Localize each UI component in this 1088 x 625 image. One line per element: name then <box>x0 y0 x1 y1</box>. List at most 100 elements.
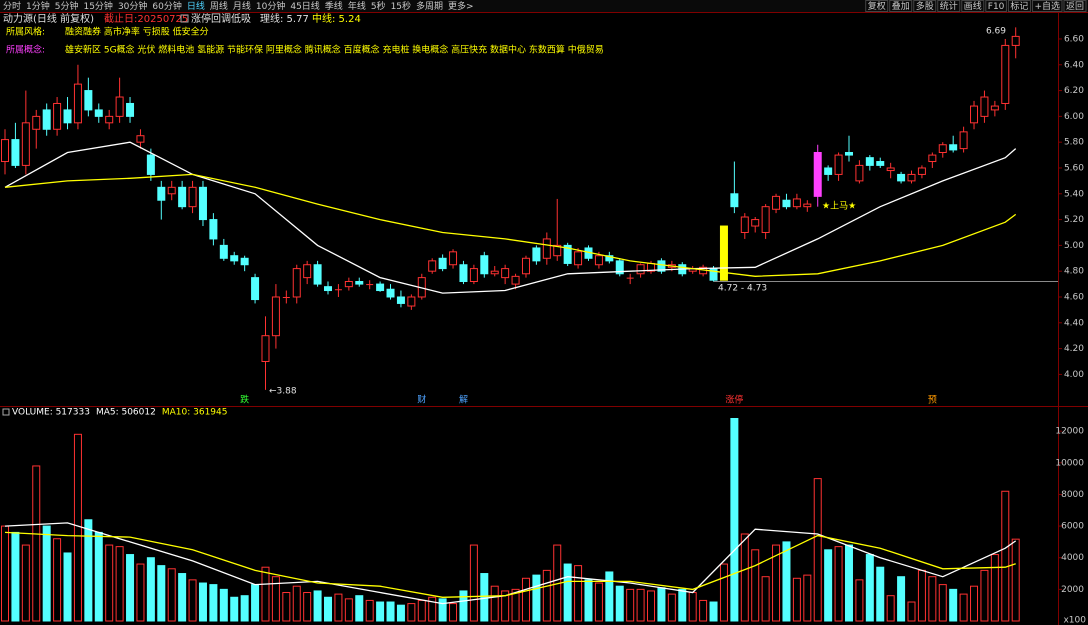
button-frame[interactable] <box>1063 0 1087 12</box>
button-frame[interactable] <box>913 0 937 12</box>
period-tab[interactable]: 5秒 <box>371 0 386 12</box>
volume-bar <box>324 596 333 622</box>
candle-body <box>949 144 958 151</box>
volume-bar <box>386 601 395 622</box>
button-frame[interactable] <box>985 0 1007 12</box>
event-marker: 解 <box>459 394 468 406</box>
period-tab[interactable]: 5分钟 <box>55 0 79 12</box>
candle-body <box>574 251 583 266</box>
candle-body <box>105 115 114 124</box>
toolbar-button[interactable]: 叠加 <box>892 1 910 12</box>
period-tab[interactable]: 15秒 <box>391 0 411 12</box>
volume-bar <box>761 576 770 622</box>
event-marker: 涨停 <box>725 394 743 406</box>
toolbar-button[interactable]: 统计 <box>940 0 958 12</box>
candle-body <box>53 102 62 130</box>
candle-body <box>803 203 812 208</box>
y-tick-label: 6.40 <box>1064 60 1084 70</box>
period-tab[interactable]: 45日线 <box>290 0 319 12</box>
candle-body <box>386 288 395 298</box>
toolbar-bar <box>0 0 1088 12</box>
button-frame[interactable] <box>889 0 913 12</box>
candle-body <box>970 105 979 124</box>
volume-bar <box>188 579 197 622</box>
style-items: 融资融券 高市净率 亏损股 低安全分 <box>65 26 209 38</box>
candle-body <box>334 289 342 291</box>
period-tab[interactable]: 1分钟 <box>26 0 50 12</box>
formula-name[interactable]: 涨停回调低吸 <box>191 12 251 25</box>
y-tick-label: 4000 <box>1061 553 1084 563</box>
toolbar-button[interactable]: 标记 <box>1010 0 1028 12</box>
volume-bar <box>970 585 979 622</box>
period-tab[interactable]: 60分钟 <box>152 0 181 12</box>
button-frame[interactable] <box>1031 0 1063 12</box>
volume-bar <box>928 576 937 622</box>
ma-line <box>4 141 1017 294</box>
candle-body <box>449 251 458 266</box>
volume-bar <box>240 595 249 622</box>
volume-bar <box>792 577 801 622</box>
candle-body <box>792 198 801 208</box>
y-tick-label: 6.20 <box>1064 86 1084 96</box>
indicator-line1: 理线: 5.77 <box>260 12 309 25</box>
legend-entry: MA5: 506012 <box>96 408 156 418</box>
legend-entry: MA10: 361945 <box>162 408 228 418</box>
volume-bar <box>636 588 645 622</box>
y-tick-label: 6.60 <box>1064 34 1084 44</box>
toolbar-button[interactable]: 复权 <box>868 0 886 12</box>
candle-body <box>230 255 239 262</box>
volume-bar <box>647 590 656 622</box>
period-tab[interactable]: 季线 <box>325 0 343 12</box>
period-tab[interactable]: 15分钟 <box>83 0 112 12</box>
indicator-line2: 中线: 5.24 <box>312 12 361 25</box>
volume-bar <box>11 531 20 622</box>
candle-body <box>376 283 385 292</box>
period-tab[interactable]: 年线 <box>348 0 366 12</box>
period-tab[interactable]: 月线 <box>233 0 251 12</box>
toolbar-button[interactable]: 画线 <box>964 0 982 12</box>
toolbar-button[interactable]: 多股 <box>916 0 934 12</box>
volume-bar <box>292 585 301 622</box>
volume-bar <box>355 595 364 622</box>
period-tab[interactable]: 多周期 <box>416 0 443 12</box>
y-tick-label: 4.00 <box>1064 370 1084 380</box>
volume-bar <box>719 563 728 622</box>
period-tab[interactable]: 分时 <box>3 0 21 12</box>
toolbar-button[interactable]: F10 <box>988 2 1005 12</box>
candle-body <box>84 90 93 111</box>
period-tab[interactable]: 日线 <box>187 0 205 12</box>
volume-bar <box>740 533 749 622</box>
volume-bar <box>209 584 218 622</box>
period-tab[interactable]: 周线 <box>210 0 228 12</box>
button-frame[interactable] <box>1007 0 1031 12</box>
candle-body <box>178 186 187 208</box>
candle-body <box>855 164 864 182</box>
period-tab[interactable]: 更多> <box>448 0 474 12</box>
volume-bar <box>751 549 760 622</box>
volume-bar <box>949 588 958 622</box>
volume-bar <box>542 569 551 622</box>
toolbar-button[interactable]: 返回 <box>1066 0 1084 12</box>
volume-bar <box>876 566 885 622</box>
volume-bar <box>980 569 989 622</box>
candle-body <box>251 277 260 301</box>
button-frame[interactable] <box>865 0 889 12</box>
candle-body <box>469 268 478 283</box>
candle-body <box>157 186 166 201</box>
candle-body <box>11 139 20 166</box>
volume-bar <box>344 598 353 622</box>
button-frame[interactable] <box>961 0 985 12</box>
period-tab[interactable]: 30分钟 <box>118 0 147 12</box>
period-tab[interactable]: 10分钟 <box>256 0 285 12</box>
candle-body <box>313 264 322 285</box>
candle-body <box>42 109 51 130</box>
candle-body <box>730 193 739 208</box>
toolbar-button[interactable]: +自选 <box>1034 0 1060 12</box>
volume-bar <box>657 587 666 622</box>
button-frame[interactable] <box>937 0 961 12</box>
y-tick-label: 5.00 <box>1064 241 1084 251</box>
volume-bar <box>136 563 145 622</box>
volume-bar <box>365 599 374 622</box>
